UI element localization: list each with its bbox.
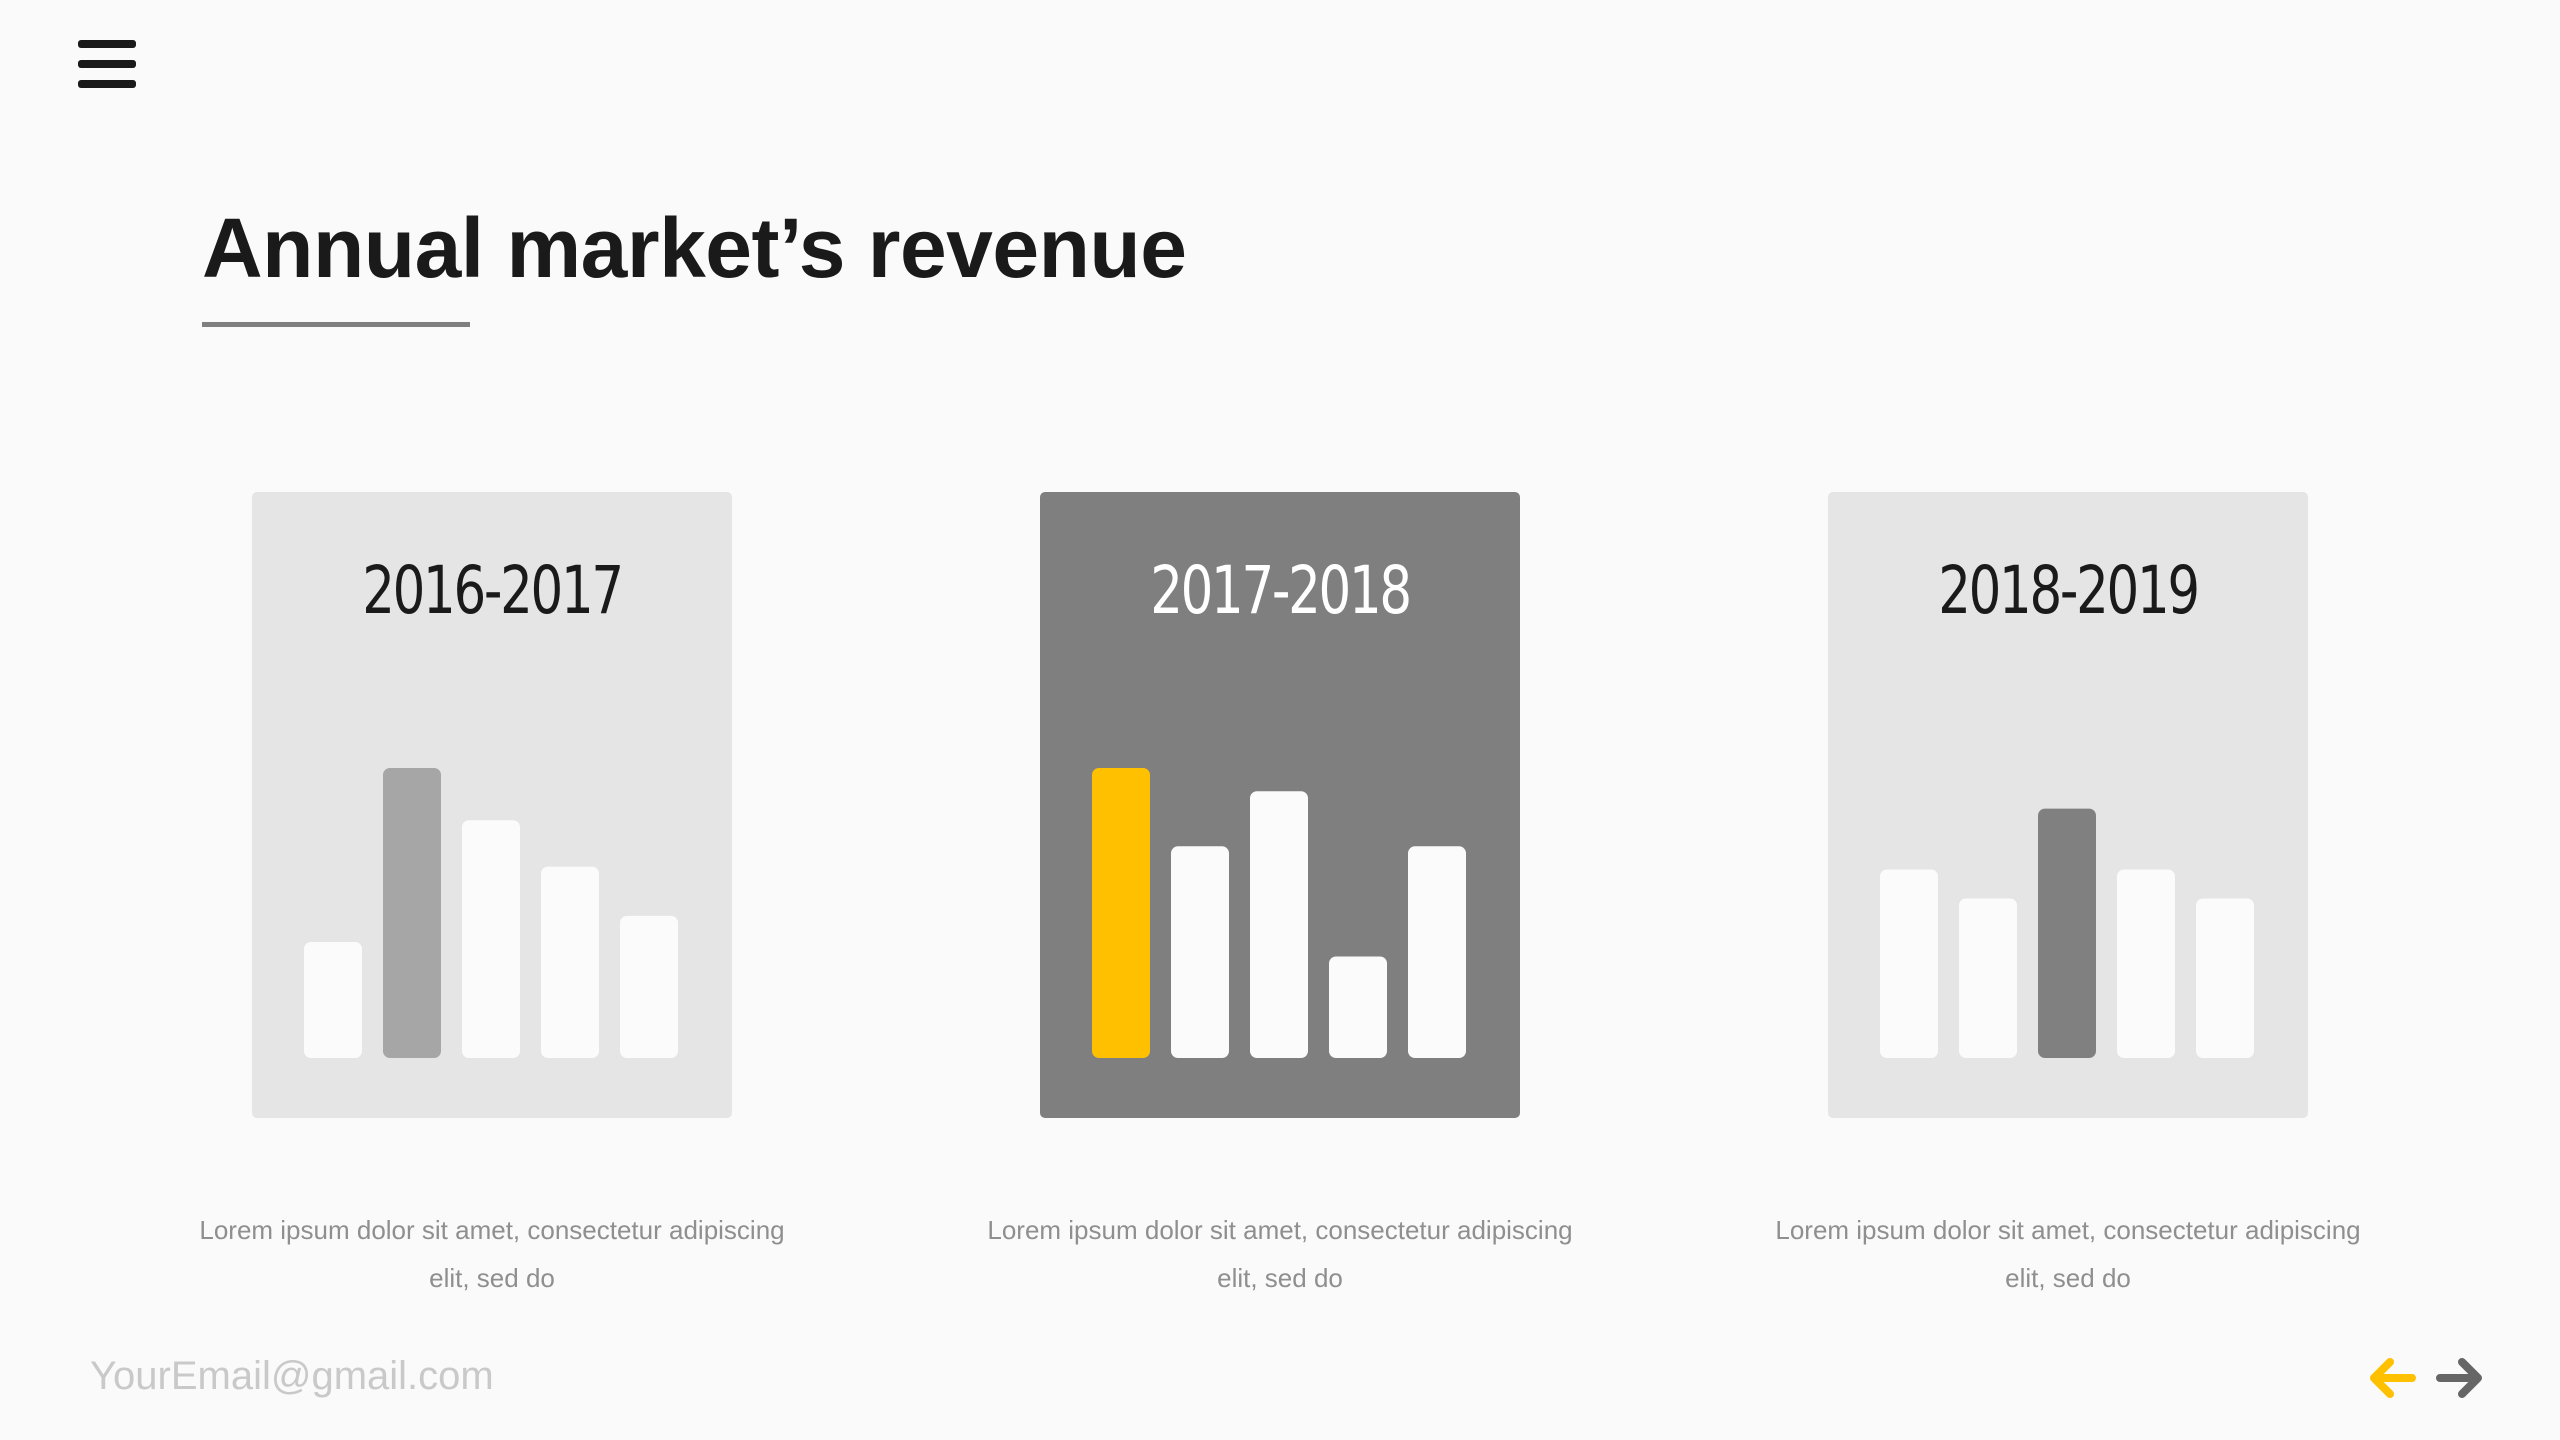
card-period-label: 2016-2017 [362, 552, 624, 629]
card-period-label: 2017-2018 [1150, 552, 1412, 629]
bar-4 [2117, 869, 2175, 1058]
card-description: Lorem ipsum dolor sit amet, consectetur … [987, 1215, 1573, 1293]
bar-3 [462, 820, 520, 1058]
footer-email: YourEmail@gmail.com [90, 1354, 494, 1398]
bar-1 [304, 942, 362, 1058]
card-bar-chart [1880, 808, 2254, 1058]
card-description: Lorem ipsum dolor sit amet, consectetur … [1775, 1215, 2361, 1293]
card-period-label: 2018-2019 [1938, 552, 2200, 629]
card-2016-2017[interactable]: 2016-2017 [252, 492, 732, 1118]
card-bar-chart [304, 768, 678, 1058]
bar-5 [620, 915, 678, 1058]
bar-2 [383, 768, 441, 1058]
bar-3 [2038, 808, 2096, 1058]
hamburger-menu-icon[interactable] [78, 40, 136, 88]
card-2017-2018[interactable]: 2017-2018 [1040, 492, 1520, 1118]
page-title: Annual market’s revenue [202, 201, 1187, 295]
bar-5 [1408, 846, 1466, 1058]
arrow-right-icon[interactable] [2434, 1352, 2486, 1404]
bar-2 [1171, 846, 1229, 1058]
bar-1 [1880, 869, 1938, 1058]
title-underline [202, 322, 470, 327]
arrow-left-icon[interactable] [2366, 1352, 2418, 1404]
bar-5 [2196, 898, 2254, 1058]
card-bar-chart [1092, 768, 1466, 1058]
bar-4 [541, 866, 599, 1058]
bar-2 [1959, 898, 2017, 1058]
bar-4 [1329, 956, 1387, 1058]
card-description: Lorem ipsum dolor sit amet, consectetur … [199, 1215, 785, 1293]
bar-1 [1092, 768, 1150, 1058]
card-2018-2019[interactable]: 2018-2019 [1828, 492, 2308, 1118]
bar-3 [1250, 791, 1308, 1058]
